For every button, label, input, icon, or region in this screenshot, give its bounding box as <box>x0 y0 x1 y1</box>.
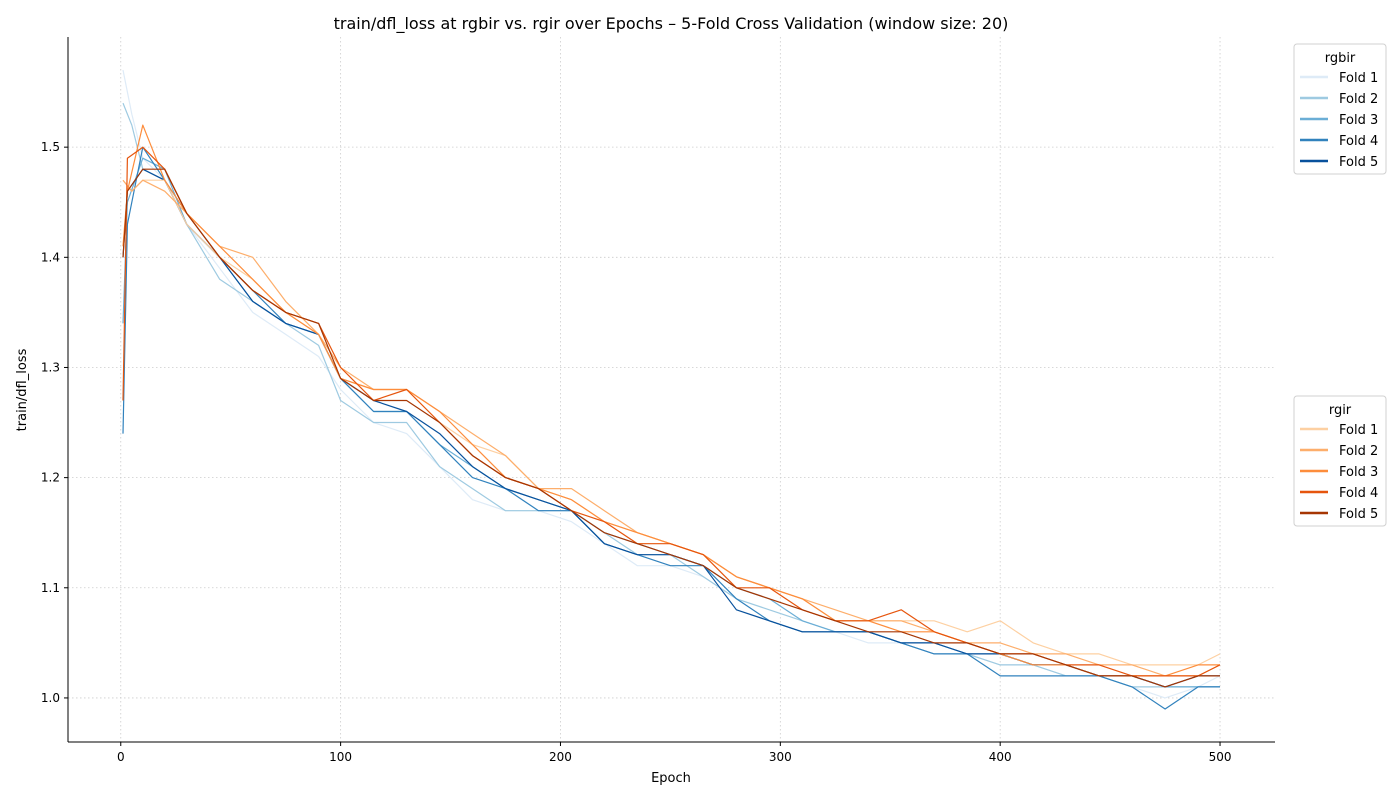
series-line-rgir-fold-1 <box>122 179 1221 666</box>
legend-entry-label: Fold 3 <box>1339 465 1378 480</box>
legend-entry-label: Fold 4 <box>1339 134 1378 149</box>
x-tick-label: 100 <box>329 750 352 764</box>
series-line-rgir-fold-5 <box>122 168 1220 688</box>
legend-entry-label: Fold 5 <box>1339 155 1378 170</box>
y-tick-label: 1.5 <box>41 140 60 154</box>
legend-entry-label: Fold 2 <box>1339 444 1378 459</box>
x-tick-label: 0 <box>117 750 125 764</box>
legend-rgbir: rgbir Fold 1 Fold 2 Fold 3 Fold 4 Fold 5 <box>1293 43 1387 175</box>
legend-entry-label: Fold 1 <box>1339 71 1378 86</box>
legend-title: rgir <box>1329 403 1352 418</box>
legend-entry-label: Fold 2 <box>1339 92 1378 107</box>
series-line-rgbir-fold-2 <box>122 102 1220 688</box>
series-line-rgbir-fold-3 <box>122 157 1220 688</box>
tick-layer: 0 100 200 300 400 500 1.0 1.1 1.2 1.3 1.4 1.5 <box>41 140 1232 764</box>
series-line-rgir-fold-3 <box>122 124 1220 677</box>
y-axis-title: train/dfl_loss <box>15 348 30 431</box>
axis-layer <box>67 37 1275 743</box>
y-tick-label: 1.4 <box>41 250 60 264</box>
legend-rgir: rgir Fold 1 Fold 2 Fold 3 Fold 4 Fold 5 <box>1293 395 1387 527</box>
legend-entry-label: Fold 4 <box>1339 486 1378 501</box>
x-axis-title: Epoch <box>651 771 691 786</box>
legend-entry-label: Fold 1 <box>1339 423 1378 438</box>
series-line-rgir-fold-4 <box>122 146 1221 677</box>
y-tick-label: 1.2 <box>41 471 60 485</box>
series-line-rgir-fold-2 <box>122 179 1221 677</box>
y-tick-label: 1.1 <box>41 581 60 595</box>
grid-layer <box>68 37 1275 742</box>
x-tick-label: 400 <box>989 750 1012 764</box>
legend-entry-label: Fold 3 <box>1339 113 1378 128</box>
legend-entry-label: Fold 5 <box>1339 507 1378 522</box>
series-line-rgbir-fold-4 <box>122 146 1220 710</box>
chart-title: train/dfl_loss at rgbir vs. rgir over Ep… <box>334 14 1009 34</box>
y-tick-label: 1.0 <box>41 691 60 705</box>
x-tick-label: 300 <box>769 750 792 764</box>
legend-title: rgbir <box>1325 51 1356 66</box>
x-tick-label: 500 <box>1209 750 1232 764</box>
series-line-rgbir-fold-5 <box>122 168 1220 688</box>
x-tick-label: 200 <box>549 750 572 764</box>
series-line-rgbir-fold-1 <box>122 69 1221 699</box>
legend-layer: rgbir Fold 1 Fold 2 Fold 3 Fold 4 Fold 5 rgir F… <box>1293 43 1387 527</box>
series-layer <box>122 69 1221 710</box>
y-tick-label: 1.3 <box>41 360 60 374</box>
